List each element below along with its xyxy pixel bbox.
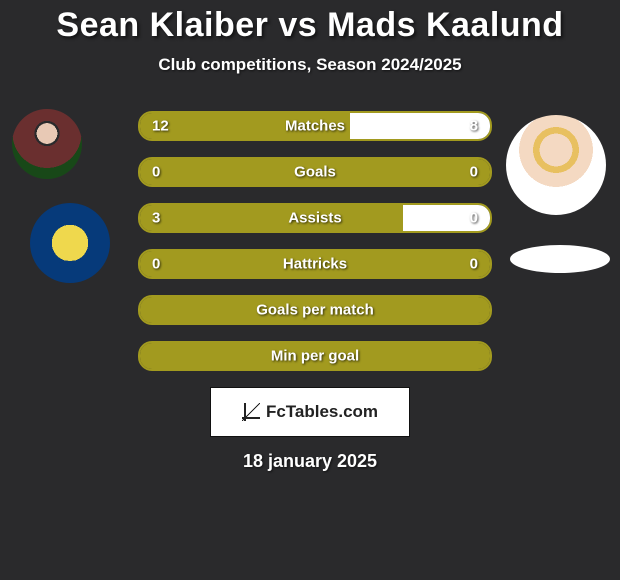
subtitle: Club competitions, Season 2024/2025 <box>0 55 620 75</box>
stat-label: Goals <box>294 164 336 181</box>
stat-row: 12 8 Matches <box>138 111 492 141</box>
stat-row: 3 0 Assists <box>138 203 492 233</box>
stat-label: Assists <box>288 210 341 227</box>
stat-value-right: 0 <box>470 256 478 273</box>
stat-row: 0 0 Hattricks <box>138 249 492 279</box>
club-left-crest: 1964 <box>30 203 110 283</box>
date-line: 18 january 2025 <box>0 451 620 472</box>
stat-row: 0 0 Goals <box>138 157 492 187</box>
stat-label: Matches <box>285 118 345 135</box>
page-title: Sean Klaiber vs Mads Kaalund <box>0 0 620 45</box>
stat-label: Hattricks <box>283 256 347 273</box>
brand-text: FcTables.com <box>266 402 378 422</box>
stat-label: Min per goal <box>271 348 359 365</box>
club-right-crest <box>510 245 610 273</box>
stat-value-left: 12 <box>152 118 169 135</box>
player-right-avatar <box>506 115 606 215</box>
stat-row: Goals per match <box>138 295 492 325</box>
stat-value-right: 0 <box>470 164 478 181</box>
stat-value-right: 0 <box>470 210 478 227</box>
stat-value-left: 0 <box>152 256 160 273</box>
bar-fill-left <box>140 205 403 231</box>
stat-bars: 12 8 Matches 0 0 Goals 3 0 Assists 0 0 Hattricks Goa… <box>138 111 492 387</box>
stat-label: Goals per match <box>256 302 374 319</box>
stat-value-right: 8 <box>470 118 478 135</box>
stat-row: Min per goal <box>138 341 492 371</box>
player-left-avatar <box>12 109 82 179</box>
stat-value-left: 3 <box>152 210 160 227</box>
stat-value-left: 0 <box>152 164 160 181</box>
chart-icon <box>242 403 260 421</box>
crest-year: 1964 <box>42 215 98 271</box>
brand-badge: FcTables.com <box>210 387 410 437</box>
comparison-panel: 1964 12 8 Matches 0 0 Goals 3 0 Assists 0 0 Hattric… <box>0 103 620 383</box>
